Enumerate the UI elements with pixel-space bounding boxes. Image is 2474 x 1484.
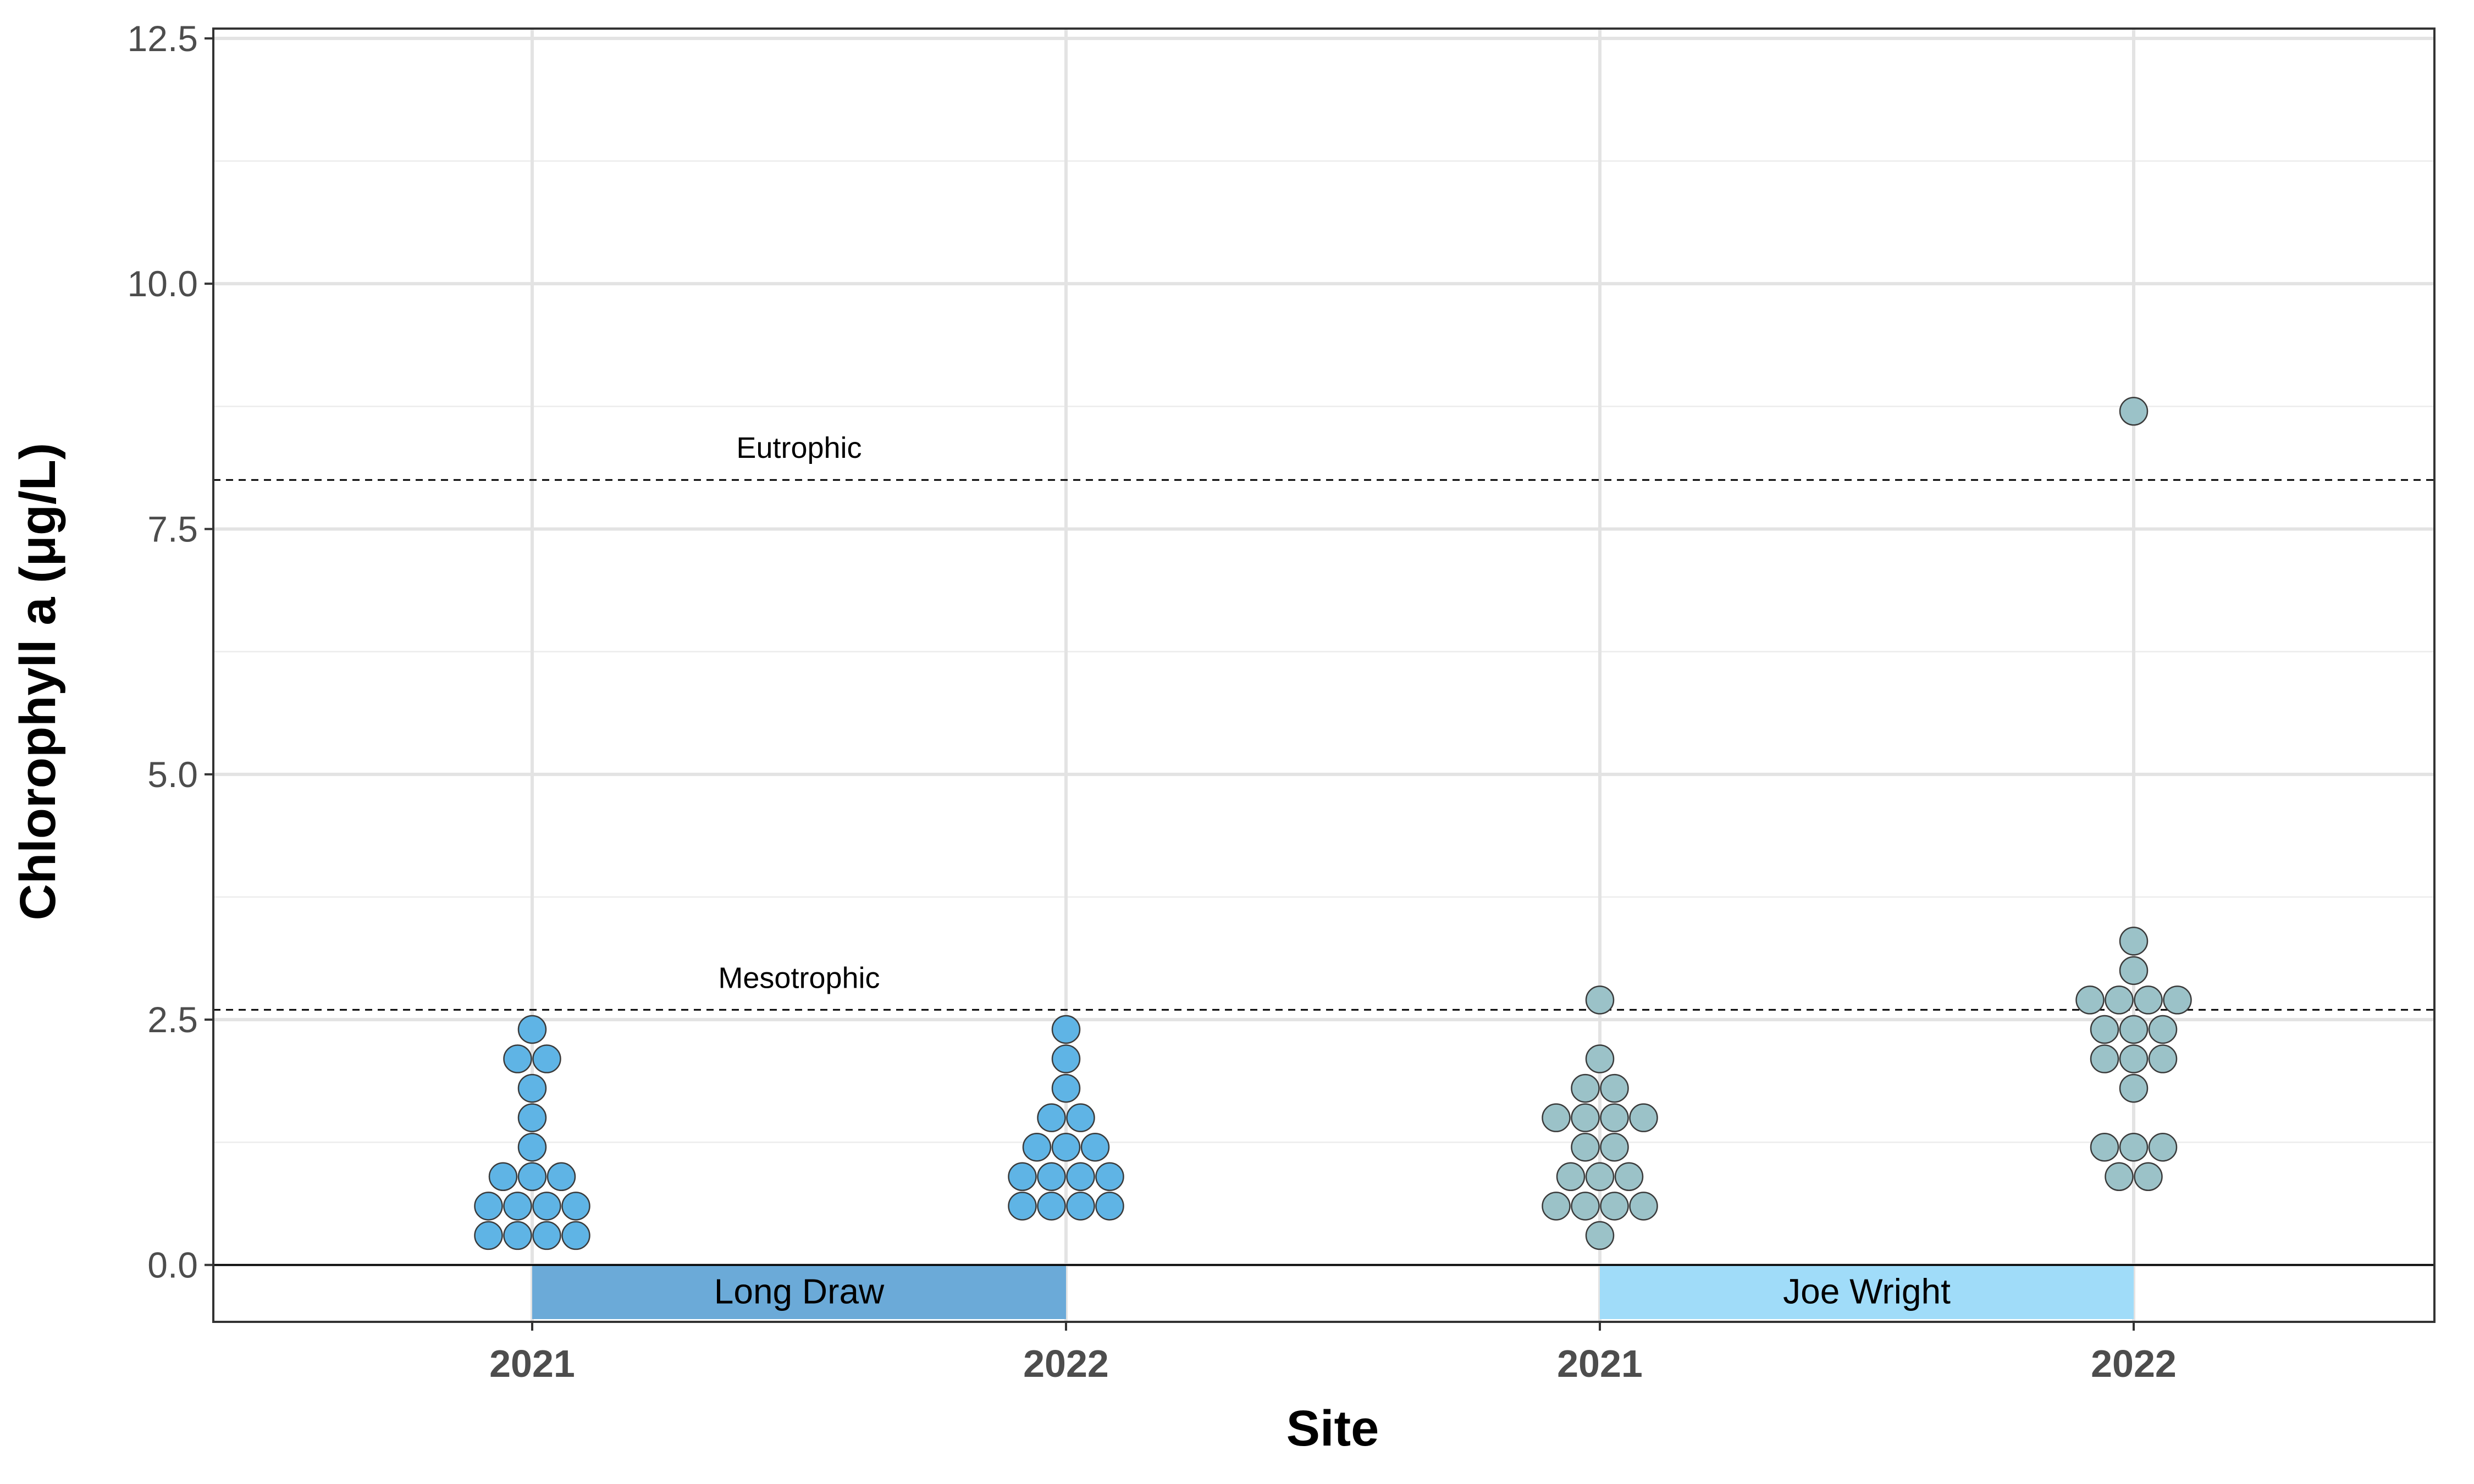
x-axis-title: Site [1286, 1400, 1379, 1457]
data-point [2075, 985, 2105, 1015]
data-point [474, 1221, 503, 1250]
data-point [2119, 956, 2149, 985]
data-point [1556, 1162, 1586, 1192]
data-point [474, 1192, 503, 1221]
data-point [2119, 927, 2149, 956]
site-band [1600, 1265, 2134, 1319]
site-band-label: Long Draw [714, 1271, 885, 1311]
data-point [2119, 1132, 2149, 1162]
x-tick-label: 2022 [1023, 1342, 1109, 1385]
y-axis: 0.0 2.5 5.0 7.5 10.0 12.5 [128, 18, 213, 1285]
data-point [2119, 1044, 2149, 1073]
data-point [1037, 1162, 1066, 1192]
site-band [532, 1265, 1066, 1319]
data-point [503, 1044, 532, 1073]
data-point [561, 1221, 590, 1250]
data-point [517, 1103, 547, 1132]
site-bands: Long Draw Joe Wright [532, 1265, 2134, 1319]
data-point [1066, 1162, 1095, 1192]
y-tick-label: 0.0 [147, 1244, 198, 1285]
data-point [2119, 1015, 2149, 1044]
x-tick-label: 2021 [489, 1342, 575, 1385]
data-point [2090, 1015, 2119, 1044]
data-point [503, 1192, 532, 1221]
reference-lines: Eutrophic Mesotrophic [213, 431, 2434, 1011]
data-point [532, 1221, 561, 1250]
data-point [1051, 1015, 1081, 1044]
data-point [1571, 1132, 1600, 1162]
data-point [1600, 1132, 1629, 1162]
y-tick-label: 5.0 [147, 754, 198, 795]
data-point [517, 1162, 547, 1192]
data-point [1080, 1132, 1110, 1162]
data-point [1051, 1073, 1081, 1103]
data-point [2090, 1044, 2119, 1073]
data-point [1614, 1162, 1644, 1192]
data-point [2090, 1132, 2119, 1162]
data-point [1008, 1192, 1037, 1221]
data-point [2134, 985, 2163, 1015]
data-point [1585, 1044, 1615, 1073]
data-point [1585, 1221, 1615, 1250]
data-point [1066, 1103, 1095, 1132]
data-point [532, 1192, 561, 1221]
y-tick-label: 12.5 [128, 18, 198, 59]
data-point [1571, 1073, 1600, 1103]
data-point [1037, 1192, 1066, 1221]
data-point [1542, 1192, 1571, 1221]
data-point [2105, 1162, 2134, 1192]
data-point [2119, 1073, 2149, 1103]
data-point [1095, 1192, 1124, 1221]
data-point [1629, 1192, 1658, 1221]
site-band-label: Joe Wright [1783, 1271, 1951, 1311]
data-point [1037, 1103, 1066, 1132]
data-point [2148, 1015, 2178, 1044]
data-point [1585, 1162, 1615, 1192]
data-point [1066, 1192, 1095, 1221]
y-tick-label: 2.5 [147, 999, 198, 1040]
data-point [2163, 985, 2192, 1015]
y-tick-label: 10.0 [128, 263, 198, 304]
data-point [1095, 1162, 1124, 1192]
data-point [517, 1132, 547, 1162]
y-tick-label: 7.5 [147, 508, 198, 549]
data-point [1600, 1192, 1629, 1221]
data-point [1629, 1103, 1658, 1132]
data-point [2148, 1132, 2178, 1162]
data-point [2148, 1044, 2178, 1073]
data-point [2134, 1162, 2163, 1192]
data-point [1571, 1192, 1600, 1221]
data-point [517, 1073, 547, 1103]
data-point [1600, 1073, 1629, 1103]
reference-line-label: Eutrophic [736, 431, 862, 464]
data-point [517, 1015, 547, 1044]
data-point [1542, 1103, 1571, 1132]
data-point [488, 1162, 518, 1192]
data-point [2119, 397, 2149, 426]
data-point [1008, 1162, 1037, 1192]
reference-line-label: Mesotrophic [718, 961, 880, 994]
data-points [474, 397, 2192, 1250]
data-point [1571, 1103, 1600, 1132]
x-tick-label: 2022 [2091, 1342, 2177, 1385]
data-point [1051, 1132, 1081, 1162]
data-point [561, 1192, 590, 1221]
data-point [1600, 1103, 1629, 1132]
data-point [1051, 1044, 1081, 1073]
y-axis-title: Chlorophyll a (μg/L) [10, 443, 66, 921]
x-axis: 2021 2022 2021 2022 [489, 1322, 2177, 1385]
data-point [546, 1162, 576, 1192]
data-point [1022, 1132, 1052, 1162]
data-point [1585, 985, 1615, 1015]
data-point [503, 1221, 532, 1250]
data-point [532, 1044, 561, 1073]
data-point [2105, 985, 2134, 1015]
panel-border [212, 27, 2436, 1323]
x-tick-label: 2021 [1557, 1342, 1643, 1385]
